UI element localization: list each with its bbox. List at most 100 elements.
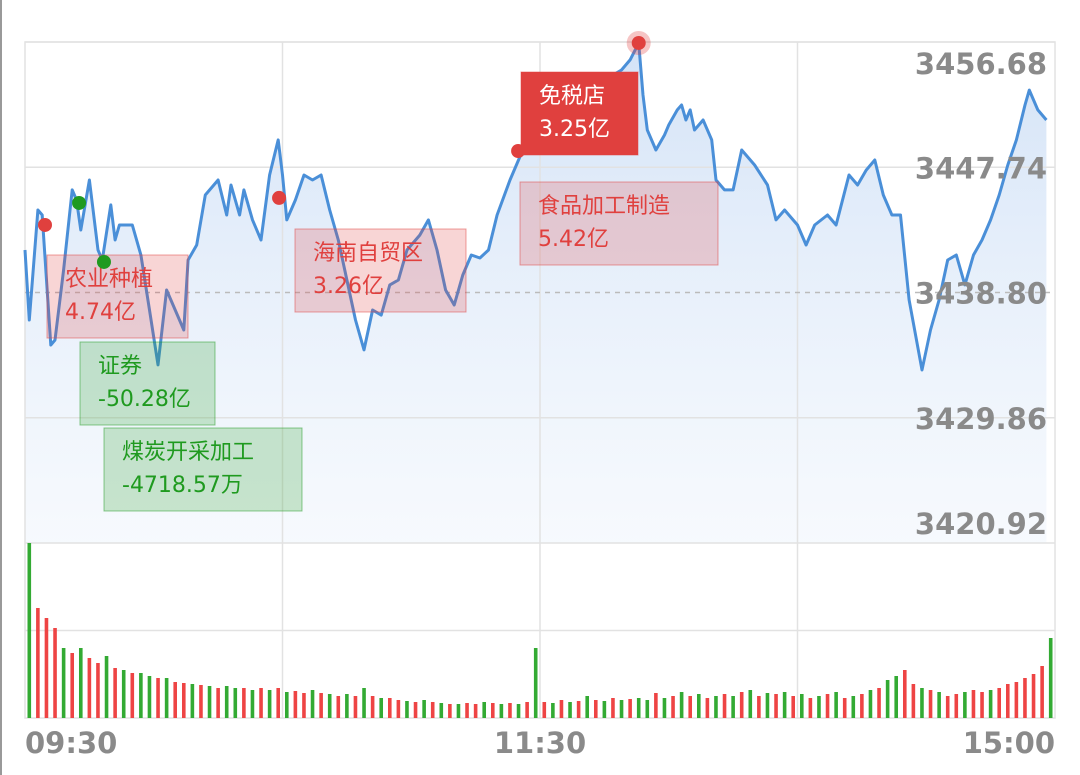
volume-bar	[576, 701, 581, 718]
volume-bar	[1005, 684, 1010, 718]
volume-bar	[327, 694, 332, 718]
volume-bar	[748, 690, 753, 718]
volume-bar	[250, 690, 255, 718]
volume-bar	[53, 628, 57, 718]
volume-bar	[284, 692, 289, 718]
annotation-box	[519, 181, 719, 266]
volume-bar	[722, 694, 727, 718]
x-tick-label: 11:30	[494, 726, 586, 760]
volume-bar	[216, 688, 220, 718]
volume-bar	[997, 688, 1002, 718]
y-tick-label: 3456.68	[915, 47, 1047, 81]
volume-bar	[242, 688, 246, 718]
volume-bar	[448, 704, 452, 718]
volume-bar	[799, 694, 804, 718]
volume-bar	[757, 696, 761, 718]
volume-bar	[842, 698, 847, 718]
annotation-box	[520, 71, 639, 156]
volume-bar	[954, 694, 959, 718]
volume-bar	[774, 694, 778, 718]
volume-layer	[27, 543, 1053, 718]
annotation-name: 免税店	[539, 84, 605, 109]
annotation-amount: 3.26亿	[313, 274, 384, 299]
volume-bar	[499, 704, 504, 718]
volume-bar	[293, 691, 298, 718]
volume-bar	[902, 670, 907, 718]
volume-bar	[190, 684, 195, 718]
volume-bar	[791, 696, 796, 718]
y-tick-label: 3438.80	[915, 277, 1047, 311]
label-layer: 3420.92 3429.86 3438.80 3447.74 3456.68 09:30…	[25, 47, 1055, 760]
volume-bar	[662, 698, 667, 718]
volume-bar	[885, 680, 890, 718]
y-tick-label: 3429.86	[915, 402, 1047, 436]
volume-bar	[36, 608, 40, 718]
annotation-amount: 4.74亿	[65, 300, 136, 325]
volume-bar	[714, 696, 718, 718]
line-layer	[23, 41, 1048, 372]
volume-bar	[860, 694, 864, 718]
volume-bar	[894, 676, 899, 718]
volume-bar	[765, 693, 770, 718]
volume-bar	[405, 701, 409, 718]
annotation-box	[294, 228, 467, 313]
volume-bar	[963, 692, 967, 718]
volume-bar	[267, 690, 272, 718]
volume-bar	[473, 704, 478, 718]
y-tick-label: 3420.92	[915, 507, 1047, 541]
volume-bar	[868, 690, 873, 718]
volume-bar	[920, 688, 924, 718]
volume-bar	[825, 694, 830, 718]
volume-bar	[1040, 666, 1044, 718]
volume-bar	[130, 673, 135, 718]
volume-bar	[542, 702, 547, 718]
annotation-name: 食品加工制造	[538, 194, 670, 219]
annotation-name: 证券	[98, 354, 142, 379]
volume-bar	[44, 618, 49, 718]
volume-bar	[679, 692, 684, 718]
volume-bar	[78, 648, 83, 718]
volume-bar	[362, 688, 366, 718]
annotation-dot	[631, 35, 646, 50]
volume-bar	[593, 700, 598, 718]
volume-bar	[121, 670, 126, 718]
volume-bar	[636, 698, 641, 718]
volume-bar	[1023, 678, 1027, 718]
volume-bar	[379, 698, 384, 718]
x-tick-label: 15:00	[963, 726, 1055, 760]
volume-bar	[782, 692, 787, 718]
volume-bar	[370, 696, 375, 718]
volume-bar	[645, 700, 650, 718]
volume-bar	[387, 698, 392, 718]
annotation-dot	[72, 195, 87, 210]
volume-bar	[817, 696, 821, 718]
annotation-name: 海南自贸区	[313, 241, 423, 266]
volume-bar	[113, 668, 117, 718]
volume-bar	[27, 543, 32, 718]
volume-bar	[345, 694, 349, 718]
volume-bar	[139, 673, 143, 718]
annotation-box	[46, 254, 189, 339]
annotation-name: 煤炭开采加工	[122, 440, 254, 465]
annotation-box	[103, 427, 303, 512]
annotation-amount: 3.25亿	[539, 117, 610, 142]
volume-bar	[439, 703, 444, 718]
volume-bar	[937, 692, 941, 718]
volume-bar	[104, 656, 109, 718]
grid-layer	[24, 41, 1056, 719]
volume-bar	[207, 686, 212, 718]
volume-bar	[688, 696, 693, 718]
volume-bar	[851, 696, 856, 718]
volume-bar	[1014, 682, 1019, 718]
volume-bar	[739, 692, 744, 718]
volume-bar	[911, 684, 916, 718]
price-line	[23, 41, 1048, 372]
volume-bar	[971, 690, 976, 718]
volume-bar	[654, 693, 658, 718]
volume-bar	[87, 658, 92, 718]
volume-bar	[156, 678, 160, 718]
annotation-dot	[272, 190, 287, 205]
volume-bar	[1031, 674, 1036, 718]
